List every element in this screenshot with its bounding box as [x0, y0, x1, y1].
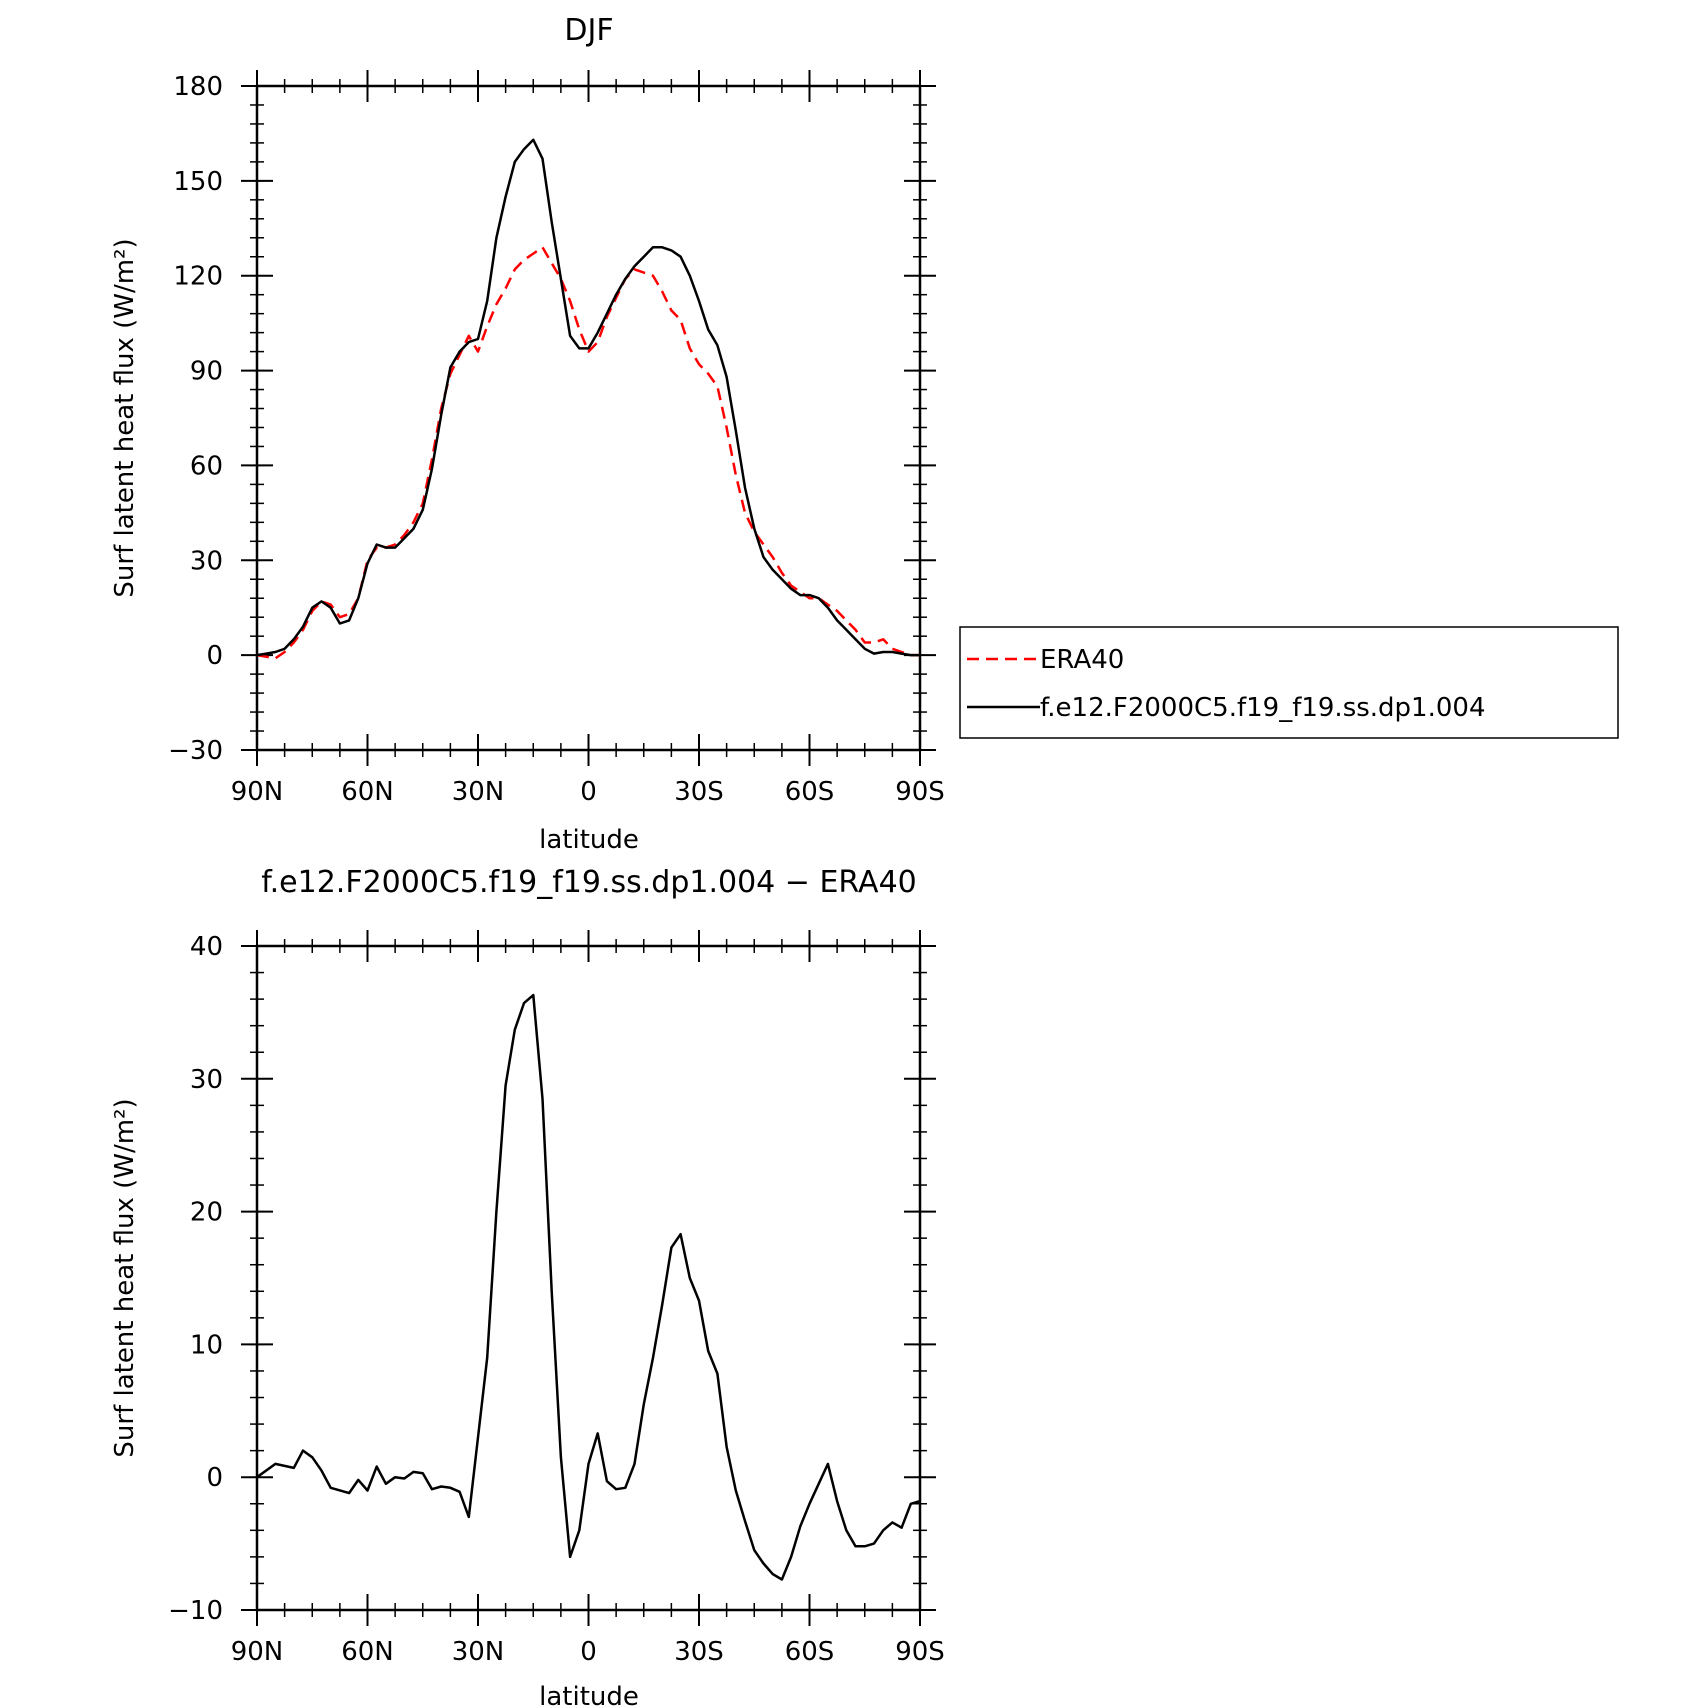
top-chart-x-tick-label: 30N: [452, 777, 505, 807]
bottom-chart-x-tick-label: 30S: [674, 1637, 724, 1667]
bottom-chart-plot-area: 90N 60N 30N 0 30S 60S 90S −10 0 10 20 30 40: [168, 930, 945, 1667]
top-chart-series-line-0: [256, 246, 920, 660]
bottom-chart-x-tick-label: 60N: [341, 1637, 394, 1667]
top-chart-series-line-1: [256, 138, 920, 657]
top-chart-y-tick-label: 90: [190, 357, 223, 387]
top-chart-plot-area: 90N 60N 30N 0 30S 60S 90S −30 0 30 60 90 120 150 180: [168, 70, 945, 807]
top-chart-y-tick-label: 30: [190, 546, 223, 576]
bottom-chart-y-tick-label: 40: [190, 932, 223, 962]
top-chart-y-tick-label: 60: [190, 451, 223, 481]
legend-label-era40: ERA40: [1040, 645, 1124, 675]
bottom-chart-y-tick-label: 10: [190, 1330, 223, 1360]
top-chart-x-tick-label: 0: [580, 777, 597, 807]
bottom-chart-x-tick-label: 90N: [231, 1637, 284, 1667]
top-chart-y-tick-label: 0: [206, 641, 223, 671]
legend-box: [959, 626, 1619, 739]
bottom-chart-y-tick-label: 30: [190, 1065, 223, 1095]
bottom-chart-y-axis-title: Surf latent heat flux (W/m²): [110, 1098, 140, 1457]
bottom-chart-frame: [255, 944, 922, 1612]
top-chart-x-tick-label: 30S: [674, 777, 724, 807]
top-chart-x-tick-label: 60S: [785, 777, 835, 807]
bottom-chart-title: f.e12.F2000C5.f19_f19.ss.dp1.004 − ERA40: [261, 865, 917, 900]
top-chart-y-tick-label: 180: [173, 72, 223, 102]
legend: ERA40 f.e12.F2000C5.f19_f19.ss.dp1.004: [959, 626, 1619, 739]
bottom-chart-x-tick-label: 90S: [895, 1637, 945, 1667]
top-chart-y-tick-label: 120: [173, 262, 223, 292]
top-chart-y-tick-label: 150: [173, 167, 223, 197]
bottom-chart-x-tick-label: 0: [580, 1637, 597, 1667]
top-chart-x-axis-title: latitude: [539, 825, 639, 855]
top-chart-x-tick-label: 90N: [231, 777, 284, 807]
bottom-chart-series-line-0: [256, 993, 921, 1581]
top-chart-x-tick-label: 90S: [895, 777, 945, 807]
top-chart-frame: [255, 84, 922, 752]
bottom-chart: f.e12.F2000C5.f19_f19.ss.dp1.004 − ERA40…: [110, 865, 945, 1708]
bottom-chart-y-tick-label: −10: [168, 1596, 223, 1626]
bottom-chart-y-tick-label: 0: [206, 1463, 223, 1493]
top-chart-y-axis-title: Surf latent heat flux (W/m²): [110, 238, 140, 597]
legend-label-model: f.e12.F2000C5.f19_f19.ss.dp1.004: [1040, 693, 1486, 723]
bottom-chart-x-axis-title: latitude: [539, 1682, 639, 1708]
bottom-chart-y-tick-label: 20: [190, 1198, 223, 1228]
bottom-chart-x-tick-label: 60S: [785, 1637, 835, 1667]
top-chart-title: DJF: [564, 13, 613, 48]
top-chart-y-tick-label: −30: [168, 736, 223, 766]
top-chart: DJF Surf latent heat flux (W/m²) latitud…: [110, 13, 945, 855]
bottom-chart-x-tick-label: 30N: [452, 1637, 505, 1667]
top-chart-x-tick-label: 60N: [341, 777, 394, 807]
